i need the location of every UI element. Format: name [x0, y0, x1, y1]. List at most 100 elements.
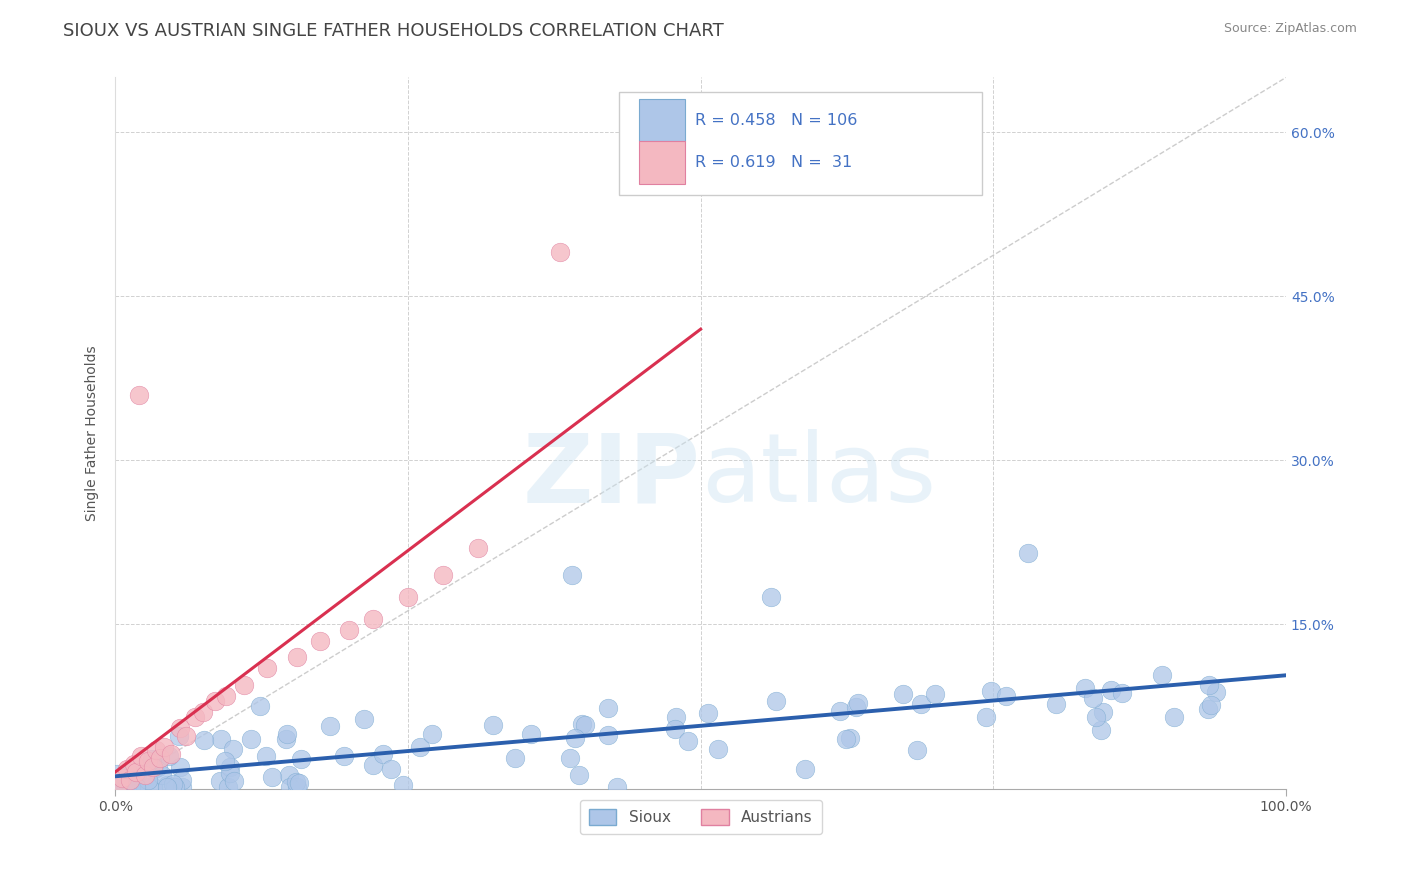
- Point: [598, 701, 620, 715]
- Point: [125, 765, 148, 780]
- Point: [834, 731, 856, 746]
- Point: [152, 768, 174, 782]
- Point: [845, 699, 868, 714]
- Point: [432, 568, 454, 582]
- Point: [114, 780, 136, 795]
- Point: [905, 743, 928, 757]
- Point: [353, 712, 375, 726]
- Text: SIOUX VS AUSTRIAN SINGLE FATHER HOUSEHOLDS CORRELATION CHART: SIOUX VS AUSTRIAN SINGLE FATHER HOUSEHOL…: [63, 22, 724, 40]
- Point: [219, 765, 242, 780]
- Point: [1150, 667, 1173, 681]
- Point: [169, 722, 191, 736]
- Point: [120, 772, 142, 787]
- Point: [169, 760, 191, 774]
- Point: [240, 732, 263, 747]
- Point: [288, 776, 311, 790]
- Point: [467, 541, 489, 555]
- Point: [156, 780, 179, 795]
- Point: [209, 732, 232, 747]
- Point: [290, 751, 312, 765]
- Point: [222, 741, 245, 756]
- Point: [285, 650, 308, 665]
- Point: [846, 697, 869, 711]
- Point: [1081, 690, 1104, 705]
- Point: [143, 762, 166, 776]
- Point: [284, 774, 307, 789]
- Point: [114, 767, 136, 781]
- Point: [1074, 681, 1097, 695]
- Point: [1197, 701, 1219, 715]
- Point: [129, 748, 152, 763]
- Point: [891, 687, 914, 701]
- Point: [249, 698, 271, 713]
- Point: [153, 739, 176, 754]
- Point: [160, 747, 183, 761]
- Point: [193, 733, 215, 747]
- Point: [571, 716, 593, 731]
- Text: ZIP: ZIP: [523, 429, 700, 522]
- Point: [1017, 546, 1039, 560]
- Point: [156, 778, 179, 792]
- Point: [910, 697, 932, 711]
- Point: [162, 777, 184, 791]
- Point: [111, 771, 134, 785]
- Point: [277, 767, 299, 781]
- Point: [285, 780, 308, 795]
- Point: [138, 780, 160, 795]
- Point: [122, 757, 145, 772]
- Point: [115, 780, 138, 795]
- Point: [141, 752, 163, 766]
- Point: [309, 633, 332, 648]
- FancyBboxPatch shape: [619, 92, 981, 194]
- Point: [568, 768, 591, 782]
- Point: [142, 759, 165, 773]
- Point: [172, 780, 194, 795]
- Point: [596, 728, 619, 742]
- Point: [142, 780, 165, 795]
- Point: [765, 694, 787, 708]
- Point: [233, 677, 256, 691]
- Point: [371, 747, 394, 762]
- Point: [105, 766, 128, 780]
- Point: [838, 731, 860, 745]
- Point: [107, 776, 129, 790]
- Point: [828, 704, 851, 718]
- Point: [1090, 723, 1112, 737]
- Text: R = 0.619   N =  31: R = 0.619 N = 31: [695, 155, 852, 170]
- Point: [149, 751, 172, 765]
- Point: [157, 748, 180, 763]
- Point: [1205, 685, 1227, 699]
- Point: [1085, 709, 1108, 723]
- Point: [276, 727, 298, 741]
- Point: [664, 723, 686, 737]
- FancyBboxPatch shape: [638, 99, 686, 142]
- Point: [191, 705, 214, 719]
- Point: [505, 751, 527, 765]
- Point: [204, 694, 226, 708]
- Point: [482, 717, 505, 731]
- Point: [396, 590, 419, 604]
- Point: [1198, 678, 1220, 692]
- Point: [256, 661, 278, 675]
- Point: [122, 780, 145, 795]
- Point: [112, 780, 135, 795]
- Point: [391, 778, 413, 792]
- Point: [980, 684, 1002, 698]
- Point: [564, 731, 586, 745]
- Point: [560, 750, 582, 764]
- Point: [1091, 705, 1114, 719]
- Point: [136, 754, 159, 768]
- Point: [254, 749, 277, 764]
- Point: [924, 687, 946, 701]
- Point: [170, 772, 193, 787]
- Point: [280, 780, 302, 795]
- FancyBboxPatch shape: [638, 142, 686, 184]
- Point: [107, 780, 129, 795]
- Point: [215, 689, 238, 703]
- Point: [361, 612, 384, 626]
- Point: [974, 710, 997, 724]
- Point: [380, 762, 402, 776]
- Point: [339, 623, 361, 637]
- Point: [134, 768, 156, 782]
- Point: [420, 727, 443, 741]
